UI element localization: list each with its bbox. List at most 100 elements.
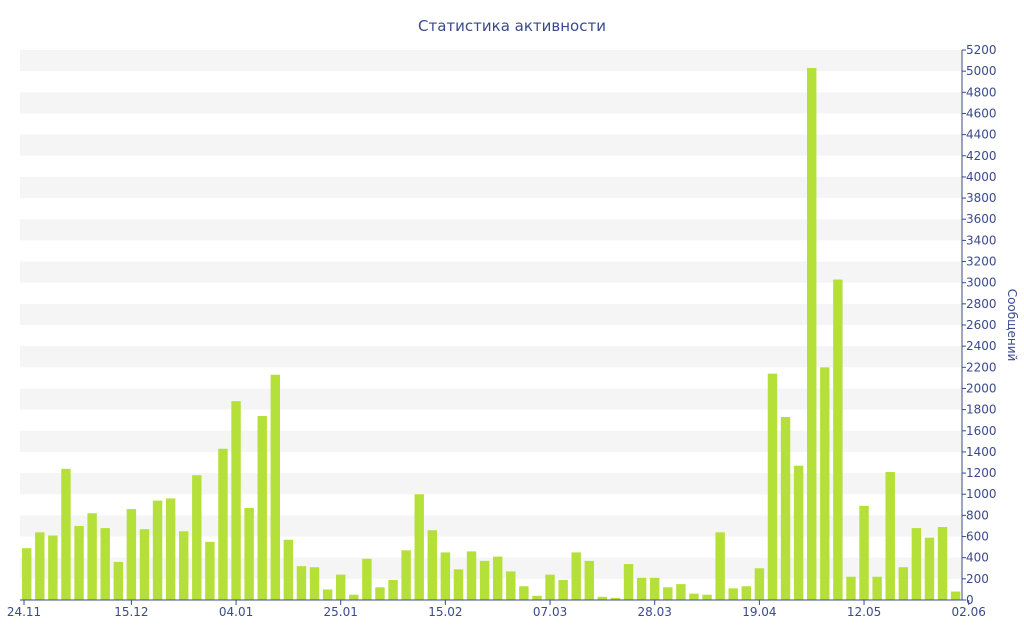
grid-band [20,346,962,368]
bar [466,551,477,600]
bar [532,595,542,600]
bar [440,552,451,600]
bar [846,576,856,600]
bar [937,527,948,600]
y-tick-label: 3400 [966,233,997,247]
grid-band [20,219,962,241]
x-tick-label: 02.06 [952,605,986,619]
x-tick-label: 19.04 [742,605,776,619]
bar [911,528,922,600]
grid-bands [20,50,962,579]
grid-band [20,92,962,114]
y-tick-label: 5000 [966,64,997,78]
bar [283,539,294,600]
bar [61,468,71,600]
y-tick-label: 4800 [966,85,997,99]
y-tick-label: 1000 [966,487,997,501]
x-tick-label: 12.05 [847,605,881,619]
bar [126,509,137,600]
bar [924,537,935,600]
bar [22,548,32,600]
bar [427,530,438,600]
bar [715,532,725,600]
bar [192,475,202,600]
bar [833,279,843,600]
bar [87,513,97,600]
bar [165,498,176,600]
bar [650,577,660,600]
bar [820,367,830,600]
x-tick-label: 24.11 [7,605,41,619]
grid-band [20,515,962,537]
bar [519,586,529,600]
bar [872,576,882,600]
bar [728,588,738,600]
y-tick-label: 2400 [966,339,997,353]
bar [493,556,503,600]
bar [74,525,84,600]
y-tick-label: 4600 [966,106,997,120]
y-tick-label: 2600 [966,318,997,332]
bar [780,417,791,600]
bar [702,594,712,600]
bar [205,541,215,600]
bar [676,584,686,600]
y-tick-label: 600 [966,530,989,544]
grid-band [20,303,962,325]
bar [113,561,124,600]
grid-band [20,176,962,199]
bar [336,574,346,600]
chart-title: Статистика активности [418,17,606,35]
y-tick-label: 1800 [966,403,997,417]
y-tick-label: 1400 [966,445,997,459]
bar [453,569,464,600]
grid-band [20,430,962,452]
grid-band [20,261,962,283]
bar [859,505,869,600]
bar [48,535,58,600]
y-tick-label: 4400 [966,128,997,142]
bar [754,568,765,600]
bar [139,529,150,600]
bar [414,494,424,600]
y-tick-label: 4200 [966,149,997,163]
bar [793,465,804,600]
bar [807,67,817,600]
bar [231,401,241,600]
bar [322,589,333,600]
y-tick-label: 2200 [966,360,997,374]
bar [100,528,110,600]
y-axis-label: Сообщений [1005,289,1019,362]
bar [270,374,281,600]
y-tick-label: 3000 [966,276,997,290]
x-tick-label: 07.03 [533,605,567,619]
y-tick-label: 2800 [966,297,997,311]
bar [623,564,634,600]
y-tick-label: 0 [966,593,974,607]
bar [689,593,699,600]
bars [22,67,961,600]
y-tick-label: 1600 [966,424,997,438]
bar [179,531,189,600]
bar [349,594,359,600]
bar [767,373,778,600]
bar [388,579,398,600]
bar [663,587,673,600]
bar [218,448,228,600]
bar [152,500,163,600]
bar [741,586,752,600]
bar [597,596,608,600]
y-tick-label: 5200 [966,43,997,57]
grid-band [20,473,962,495]
bar [558,579,568,600]
y-tick-label: 3200 [966,255,997,269]
bar [571,552,581,600]
bar [636,577,647,600]
y-tick-label: 4000 [966,170,997,184]
bar [296,566,307,600]
grid-band [20,388,962,410]
bar [244,507,254,600]
x-tick-label: 15.02 [428,605,462,619]
bar [362,558,372,600]
